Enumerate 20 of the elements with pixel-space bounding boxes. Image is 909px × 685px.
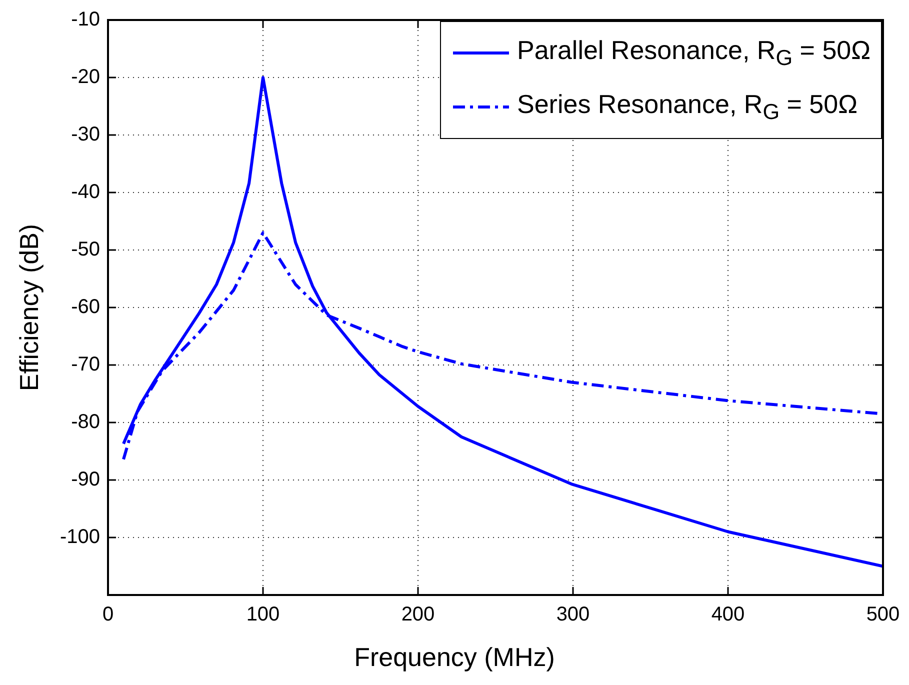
y-axis-title: Efficiency (dB)	[14, 224, 46, 392]
legend-label: Parallel Resonance, R$_{G}$ = 50Ω	[517, 34, 871, 72]
y-tick-label: -100	[60, 526, 100, 548]
x-tick-label: 100	[246, 604, 280, 626]
x-axis-title: Frequency (MHz)	[353, 642, 556, 673]
y-tick-label: -40	[71, 181, 100, 204]
y-tick-label: -70	[71, 354, 100, 376]
y-tick-label: -20	[71, 66, 100, 88]
y-tick-label: -90	[71, 468, 100, 491]
x-tick-label: 400	[711, 604, 745, 626]
y-tick-label: -50	[71, 238, 100, 261]
x-tick-label: 300	[556, 604, 590, 626]
x-tick-label: 200	[401, 604, 435, 626]
y-tick-label: -10	[71, 8, 100, 31]
y-tick-label: -80	[71, 411, 100, 434]
y-tick-label: -60	[71, 296, 100, 318]
x-tick-label: 0	[102, 604, 114, 626]
y-tick-label: -30	[71, 124, 100, 146]
legend-label: Series Resonance, R$_{G}$ = 50Ω	[517, 88, 858, 126]
x-tick-label: 500	[866, 604, 900, 626]
